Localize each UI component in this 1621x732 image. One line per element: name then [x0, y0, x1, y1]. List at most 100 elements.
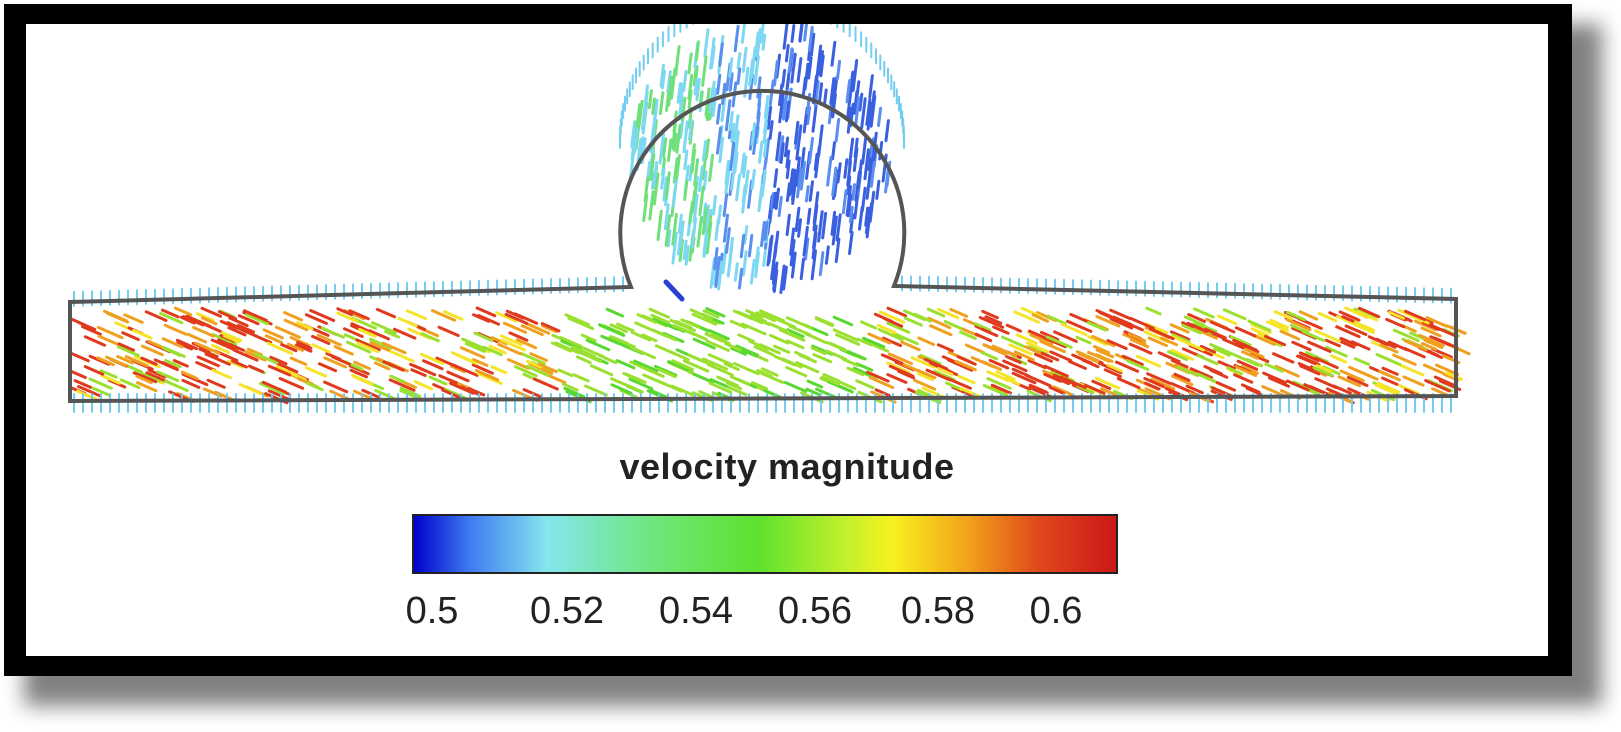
- velocity-arrow: [196, 355, 220, 368]
- velocity-arrow: [721, 82, 727, 105]
- velocity-arrow: [877, 106, 883, 128]
- velocity-arrow: [883, 317, 904, 328]
- velocity-arrow: [1091, 379, 1112, 390]
- velocity-arrow: [737, 333, 755, 343]
- velocity-arrow: [633, 359, 659, 373]
- velocity-arrow: [666, 229, 672, 248]
- velocity-arrow: [132, 371, 150, 381]
- velocity-arrow: [760, 169, 767, 198]
- velocity-arrow: [1192, 307, 1215, 319]
- velocity-arrow: [881, 336, 903, 348]
- velocity-arrow: [254, 334, 273, 344]
- velocity-arrow: [659, 63, 665, 88]
- velocity-arrow: [1376, 381, 1401, 394]
- velocity-arrow: [633, 127, 639, 154]
- velocity-arrow: [1324, 345, 1348, 358]
- velocity-arrow: [788, 168, 795, 197]
- velocity-arrow: [639, 365, 665, 378]
- velocity-arrow: [916, 372, 934, 382]
- velocity-arrow: [756, 76, 762, 99]
- velocity-arrow: [430, 309, 457, 322]
- velocity-arrow: [658, 132, 665, 165]
- velocity-arrow: [1217, 360, 1236, 370]
- velocity-arrow: [1084, 383, 1106, 395]
- velocity-arrow: [777, 195, 783, 217]
- velocity-arrow: [161, 337, 184, 349]
- velocity-arrow: [1145, 306, 1162, 316]
- velocity-arrow: [529, 352, 548, 362]
- velocity-arrow: [1129, 338, 1150, 349]
- velocity-arrow: [778, 83, 784, 106]
- velocity-arrow: [728, 72, 734, 92]
- velocity-arrow: [248, 364, 265, 374]
- velocity-arrow: [91, 386, 111, 397]
- velocity-arrow: [77, 385, 103, 398]
- velocity-arrow: [1392, 353, 1417, 366]
- velocity-arrow: [121, 331, 140, 341]
- velocity-arrow: [1109, 308, 1132, 320]
- colorbar-tick-label: 0.52: [530, 590, 604, 632]
- velocity-arrow: [1445, 371, 1463, 381]
- velocity-arrow: [829, 342, 846, 351]
- velocity-arrow: [766, 105, 773, 130]
- velocity-arrow: [863, 148, 870, 181]
- velocity-arrow: [694, 40, 700, 62]
- velocity-arrow: [917, 336, 935, 346]
- velocity-arrow: [875, 179, 881, 200]
- velocity-arrow: [732, 362, 760, 376]
- velocity-arrow: [1353, 357, 1371, 366]
- velocity-arrow: [676, 222, 684, 256]
- colorbar-tick-label: 0.5: [405, 590, 459, 632]
- velocity-arrow: [662, 137, 668, 159]
- velocity-arrow: [692, 337, 716, 350]
- velocity-arrow: [1226, 366, 1243, 376]
- velocity-arrow: [1339, 336, 1358, 347]
- velocity-arrow: [825, 349, 848, 361]
- velocity-arrow: [461, 337, 488, 351]
- velocity-arrow: [449, 381, 475, 395]
- velocity-arrow: [477, 370, 500, 382]
- velocity-arrow: [876, 323, 897, 335]
- velocity-arrow: [237, 314, 260, 326]
- velocity-arrow: [666, 75, 674, 107]
- velocity-arrow: [147, 339, 166, 350]
- velocity-arrow: [903, 316, 923, 327]
- velocity-arrow: [642, 373, 669, 387]
- velocity-arrow: [785, 213, 791, 236]
- velocity-arrow: [1170, 334, 1195, 347]
- velocity-arrow: [134, 369, 162, 383]
- velocity-arrow: [683, 179, 689, 201]
- velocity-arrow: [733, 24, 740, 53]
- velocity-arrow: [636, 313, 657, 324]
- velocity-arrow: [730, 346, 747, 356]
- velocity-arrow: [304, 366, 328, 378]
- velocity-arrow: [789, 227, 796, 256]
- velocity-arrow: [671, 359, 694, 371]
- velocity-arrow: [877, 328, 904, 342]
- velocity-vector-field: [68, 24, 1471, 413]
- velocity-arrow: [711, 195, 717, 216]
- velocity-arrow: [1045, 335, 1073, 349]
- velocity-arrow: [725, 381, 743, 391]
- velocity-arrow: [238, 383, 263, 396]
- velocity-arrow: [1250, 327, 1269, 337]
- velocity-arrow: [88, 377, 113, 390]
- velocity-arrow: [1336, 315, 1359, 327]
- velocity-arrow: [567, 316, 585, 326]
- velocity-arrow: [600, 334, 621, 345]
- velocity-arrow: [1048, 385, 1066, 395]
- velocity-arrow: [1004, 377, 1021, 386]
- velocity-arrow: [799, 160, 806, 191]
- velocity-arrow: [410, 368, 427, 377]
- velocity-arrow: [829, 77, 836, 105]
- velocity-arrow: [173, 306, 193, 317]
- velocity-arrow: [1285, 310, 1306, 322]
- velocity-arrow: [153, 358, 179, 372]
- velocity-arrow: [1024, 345, 1044, 356]
- velocity-arrow: [144, 310, 168, 322]
- velocity-arrow: [722, 213, 729, 243]
- velocity-arrow: [846, 366, 865, 377]
- velocity-arrow: [1052, 385, 1075, 397]
- velocity-arrow: [749, 258, 756, 285]
- velocity-arrow: [656, 209, 663, 241]
